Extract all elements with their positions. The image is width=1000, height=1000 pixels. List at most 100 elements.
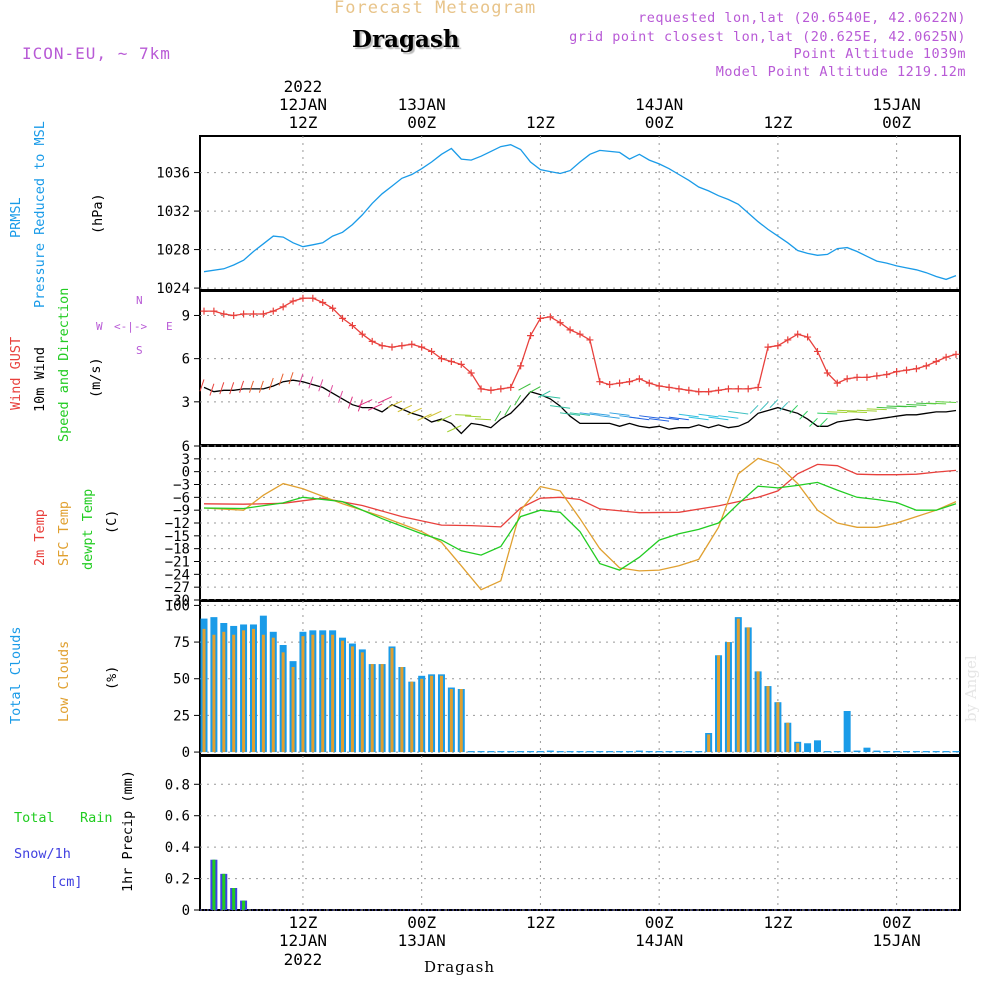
gust-point [576,330,584,338]
gust-point [734,385,742,393]
compass-arrows: <-|-> [114,320,148,333]
wind10m-line [203,379,957,435]
wind-arrow [609,412,630,416]
gust-point [269,307,277,315]
wind-arrow [599,415,620,419]
ytick-label: 1024 [156,281,190,297]
low-cloud-bar [370,664,374,753]
panel-frame [199,290,961,446]
wind-arrow [827,411,848,414]
gust-point [418,343,426,351]
ytick-label: 50 [173,672,190,688]
low-cloud-bar [756,671,760,753]
gust-point [922,362,930,370]
wind-arrow [540,395,561,399]
total-cloud-bar [645,751,653,753]
gust-point [348,322,356,330]
total-cloud-bar [873,750,881,753]
wind-arrow [559,412,581,416]
gust-point [249,310,257,318]
wind-arrow [538,390,551,398]
gust-point [586,336,594,344]
ytick-label: −18 [165,542,190,558]
top-hour-label: 12Z [526,113,555,132]
gust-point [447,358,455,366]
wind-arrow [935,401,957,403]
bottom-hour-label: 00Z [407,913,436,932]
gust-point [556,319,564,327]
gust-point [309,294,317,302]
total-cloud-bar [833,751,841,753]
ytick-label: 0.2 [165,872,190,888]
gust-point [299,294,307,302]
bottom-year-label: 2022 [284,950,323,969]
total-cloud-bar [675,751,683,753]
low-cloud-bar [341,640,345,753]
low-cloud-bar [430,675,434,753]
wind-arrow [417,413,432,421]
gust-line [204,297,957,393]
low-cloud-bar [420,678,424,753]
requested-coords: requested lon,lat (20.6540E, 42.0622N) [638,10,966,26]
wind-arrow [688,416,709,421]
bottom-hour-label: 00Z [882,913,911,932]
total-cloud-bar [556,751,564,753]
low-cloud-bar [261,634,265,753]
bottom-hour-label: 12Z [288,913,317,932]
precip-rain-bar [242,900,246,910]
low-cloud-bar [390,647,394,753]
total-cloud-bar [655,751,663,753]
wind-arrow [447,425,462,433]
wind-arrow [338,390,343,403]
gust-point [517,362,525,370]
location-title: Dragash [352,26,460,53]
ytick-label: 0.6 [165,809,190,825]
gust-point [457,360,465,368]
total-cloud-bar [566,751,574,753]
ytick-label: −3 [173,478,190,494]
gust-point [596,378,604,386]
low-cloud-bar [449,689,453,753]
wind-arrow [437,414,452,423]
total-cloud-bar [606,751,614,753]
wind-arrow [219,382,225,395]
low-cloud-bar [459,689,463,753]
top-hour-label: 00Z [645,113,674,132]
precip-snow-label: Snow/1h [14,846,71,862]
ytick-label: 0 [182,745,190,761]
precip-rain-bar [232,888,236,910]
wind-arrow [837,409,858,412]
low-cloud-bar [726,642,730,753]
wind-arrow [427,410,442,418]
gust-point [863,373,871,381]
low-cloud-bar [746,627,750,753]
low-cloud-bar [202,628,206,753]
ytick-label: 6 [182,352,190,368]
wind-arrow [926,402,947,405]
total-cloud-bar [823,751,831,753]
ytick-label: 0.4 [165,840,190,856]
compass-s: S [136,344,143,357]
gust-point [665,383,673,391]
low-cloud-bar [717,655,721,753]
top-date-label: 14JAN [635,95,683,114]
low-cloud-bar [350,646,354,753]
gust-point [645,379,653,387]
wind-arrow [698,413,719,418]
gust-point [606,381,614,389]
top-hour-label: 12Z [288,113,317,132]
low-cloud-bar [786,722,790,753]
gust-point [655,382,663,390]
gust-point [625,378,633,386]
gust-point [843,375,851,383]
compass-e: E [166,320,173,333]
low-cloud-bar [212,634,216,753]
gust-point [774,342,782,350]
total-cloud-bar [922,751,930,753]
low-cloud-bar [251,628,255,753]
ytick-label: 3 [182,452,190,468]
gust-point [408,340,416,348]
wind-arrow [239,380,245,393]
gust-point [685,386,693,394]
low-cloud-bar [736,618,740,753]
